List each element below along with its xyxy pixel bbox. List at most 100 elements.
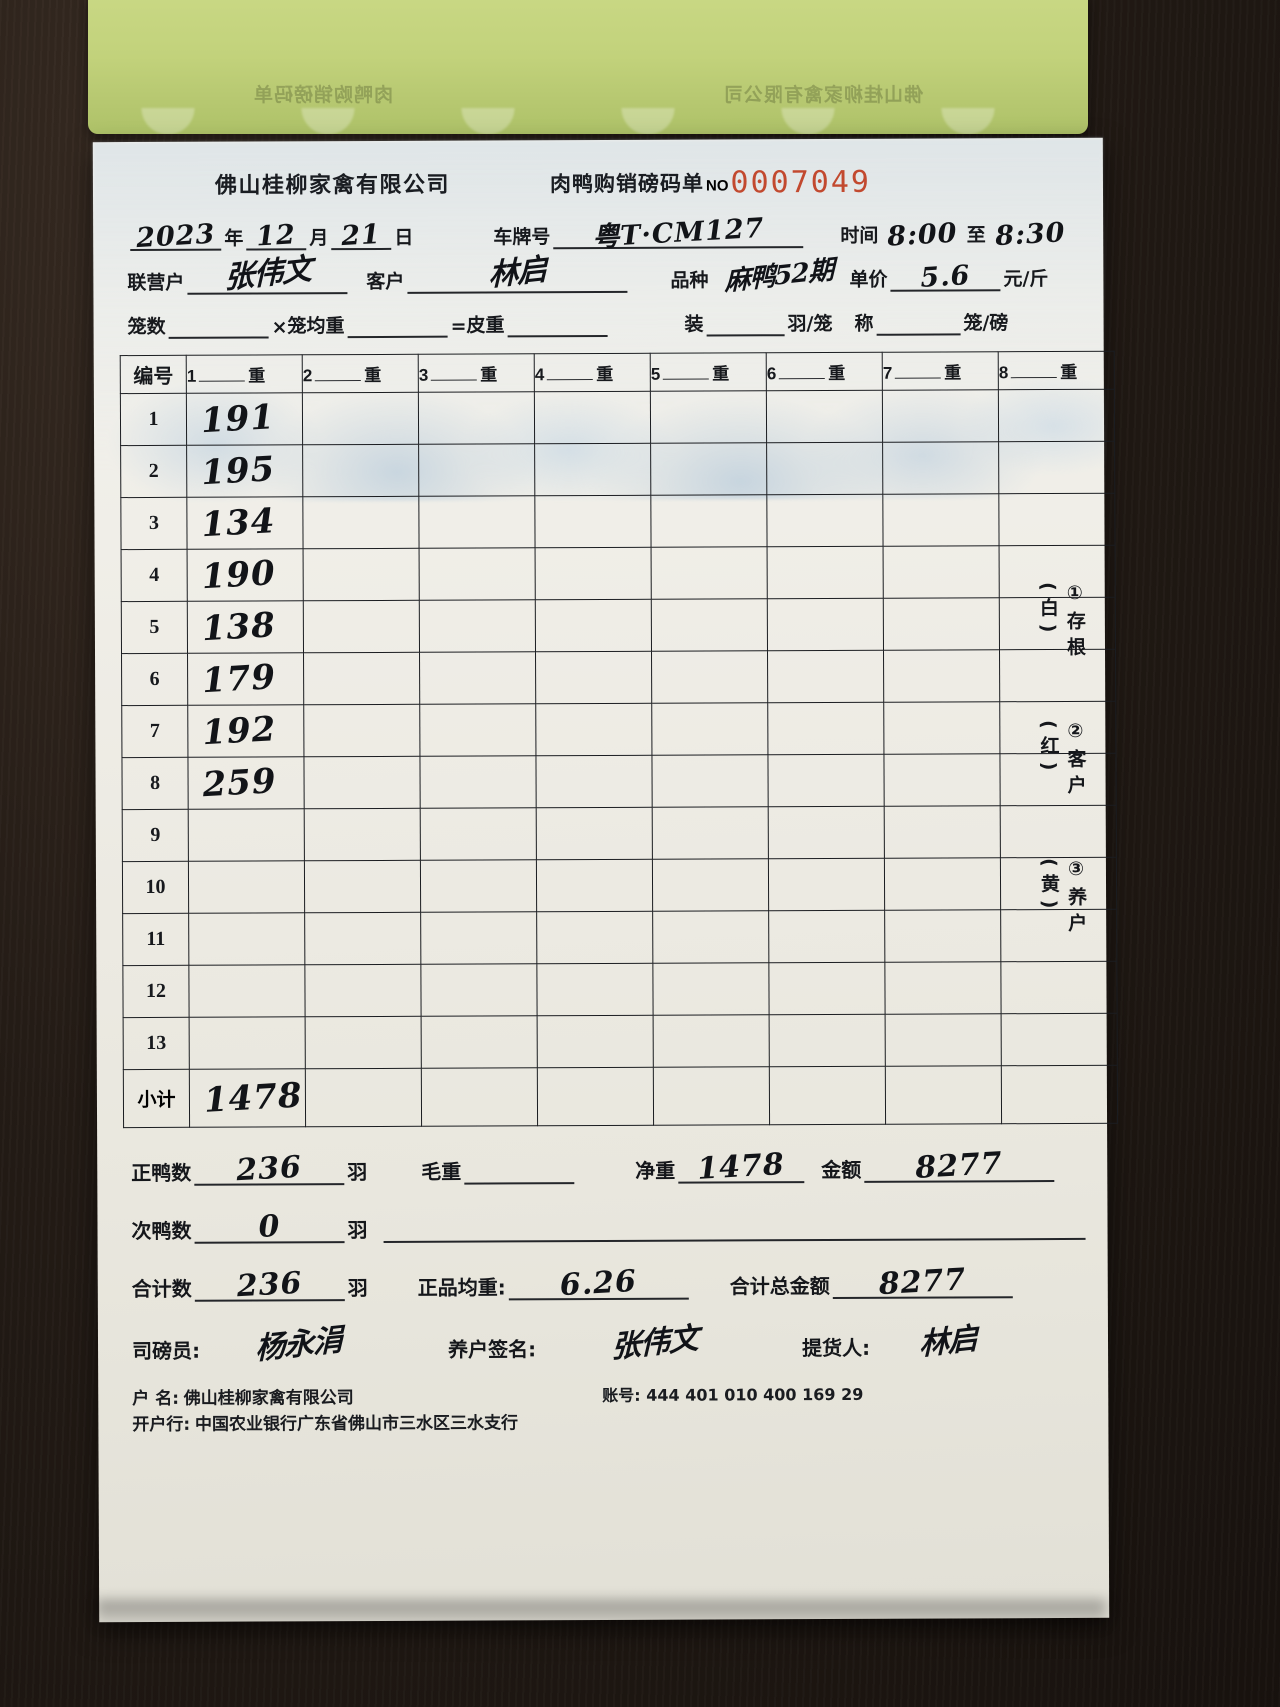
weight-cell-5[interactable] [651,650,768,704]
weight-cell-7[interactable] [883,597,1000,651]
weight-cell-6[interactable] [766,442,883,495]
weight-cell-2[interactable] [303,704,420,757]
weight-cell-5[interactable] [651,546,768,600]
weight-cell-3[interactable] [420,807,537,861]
weight-cell-5[interactable] [651,754,769,808]
weight-cell-4[interactable] [534,443,651,496]
weight-cell-5[interactable] [650,494,768,548]
weight-cell-2[interactable] [304,912,421,965]
grand-total-field[interactable]: 8277 [832,1262,1013,1302]
subtotal-cell-4[interactable] [537,1067,654,1126]
weight-cell-8[interactable] [1001,1013,1118,1066]
weight-cell-5[interactable] [652,910,769,964]
weight-cell-2[interactable] [303,756,421,809]
weight-cell-1[interactable]: 195 [186,444,303,498]
weight-cell-5[interactable] [653,1014,770,1068]
weight-cell-3[interactable] [419,599,536,653]
weight-cell-6[interactable] [766,494,884,547]
weight-cell-6[interactable] [767,650,884,703]
avg-weight-field[interactable]: 6.26 [508,1264,689,1303]
weight-cell-3[interactable] [419,651,536,705]
weight-cell-1[interactable]: 179 [187,652,304,706]
weight-cell-2[interactable] [303,652,420,705]
weight-cell-6[interactable] [768,806,885,859]
subtotal-cell-2[interactable] [305,1068,422,1127]
cage-count-field[interactable] [168,308,269,339]
weight-cell-3[interactable] [418,391,535,445]
weight-cell-1[interactable] [188,808,305,862]
subtotal-cell-5[interactable] [653,1066,770,1126]
weight-cell-3[interactable] [418,443,535,497]
weight-cell-1[interactable]: 190 [187,548,304,602]
load-field[interactable] [706,306,785,337]
weight-cell-1[interactable]: 138 [187,600,304,654]
weight-cell-2[interactable] [302,496,420,549]
weight-cell-4[interactable] [535,651,652,704]
weight-cell-4[interactable] [535,703,652,756]
weight-cell-4[interactable] [535,755,653,808]
weight-cell-7[interactable] [884,909,1001,963]
weight-cell-6[interactable] [767,546,884,599]
gross-weight-field[interactable] [464,1152,575,1185]
weight-cell-5[interactable] [651,702,768,756]
weight-cell-2[interactable] [304,808,421,861]
weight-cell-3[interactable] [420,911,537,965]
weight-cell-3[interactable] [419,547,536,601]
weight-cell-2[interactable] [305,1016,422,1069]
weight-cell-1[interactable] [188,964,306,1018]
unit-price-field[interactable]: 5.6 [890,260,1001,294]
weight-cell-1[interactable] [188,860,305,914]
weight-cell-3[interactable] [419,703,536,757]
weight-cell-6[interactable] [767,598,884,651]
variety-field[interactable]: 麻鸭52期 [724,255,834,298]
weight-cell-6[interactable] [769,1014,886,1067]
weight-cell-3[interactable] [420,859,537,913]
good-duck-count-field[interactable]: 236 [194,1150,345,1188]
weight-cell-5[interactable] [650,442,767,496]
weight-cell-5[interactable] [651,598,768,652]
weight-cell-6[interactable] [768,858,885,911]
weight-cell-7[interactable] [882,493,1000,547]
weight-cell-2[interactable] [302,444,419,497]
weight-cell-1[interactable]: 259 [187,756,305,810]
weight-cell-1[interactable] [189,1016,306,1070]
day-field[interactable]: 21 [331,219,392,252]
subtotal-cell-6[interactable] [769,1066,886,1125]
weight-cell-7[interactable] [882,389,999,443]
weight-cell-8[interactable] [998,441,1115,494]
weight-cell-6[interactable] [768,910,885,963]
weight-cell-7[interactable] [883,753,1001,807]
picker-signature-field[interactable]: 林启 [919,1321,977,1363]
weight-cell-4[interactable] [535,547,652,600]
weight-cell-3[interactable] [420,963,538,1017]
time-from-field[interactable]: 8:00 [886,217,959,253]
weight-cell-1[interactable]: 192 [187,704,304,758]
weight-cell-7[interactable] [883,701,1000,755]
weight-cell-4[interactable] [536,963,654,1016]
weight-cell-5[interactable] [652,806,769,860]
time-to-field[interactable]: 8:30 [993,217,1066,253]
weight-cell-7[interactable] [883,649,1000,703]
weight-cell-7[interactable] [882,441,999,495]
weight-cell-4[interactable] [537,1015,654,1068]
weight-cell-7[interactable] [885,1013,1002,1067]
amount-field[interactable]: 8277 [864,1146,1055,1186]
weight-cell-2[interactable] [304,964,422,1017]
weight-cell-7[interactable] [884,961,1002,1015]
weight-cell-5[interactable] [650,390,767,444]
weight-cell-3[interactable] [419,755,537,809]
weight-cell-8[interactable] [998,493,1116,546]
subtotal-cell-8[interactable] [1001,1065,1118,1124]
weight-cell-2[interactable] [302,392,419,445]
subtotal-cell-3[interactable] [421,1067,538,1127]
weight-cell-3[interactable] [418,495,536,549]
weight-cell-1[interactable]: 191 [186,392,303,446]
weight-cell-4[interactable] [534,495,652,548]
weight-cell-4[interactable] [536,911,653,964]
scale-field[interactable] [876,305,961,336]
weight-cell-4[interactable] [536,807,653,860]
weight-cell-4[interactable] [535,599,652,652]
joint-household-field[interactable]: 张伟文 [187,252,348,296]
plate-field[interactable]: 粤T·CM127 [553,213,804,254]
subtotal-cell-7[interactable] [885,1065,1002,1125]
